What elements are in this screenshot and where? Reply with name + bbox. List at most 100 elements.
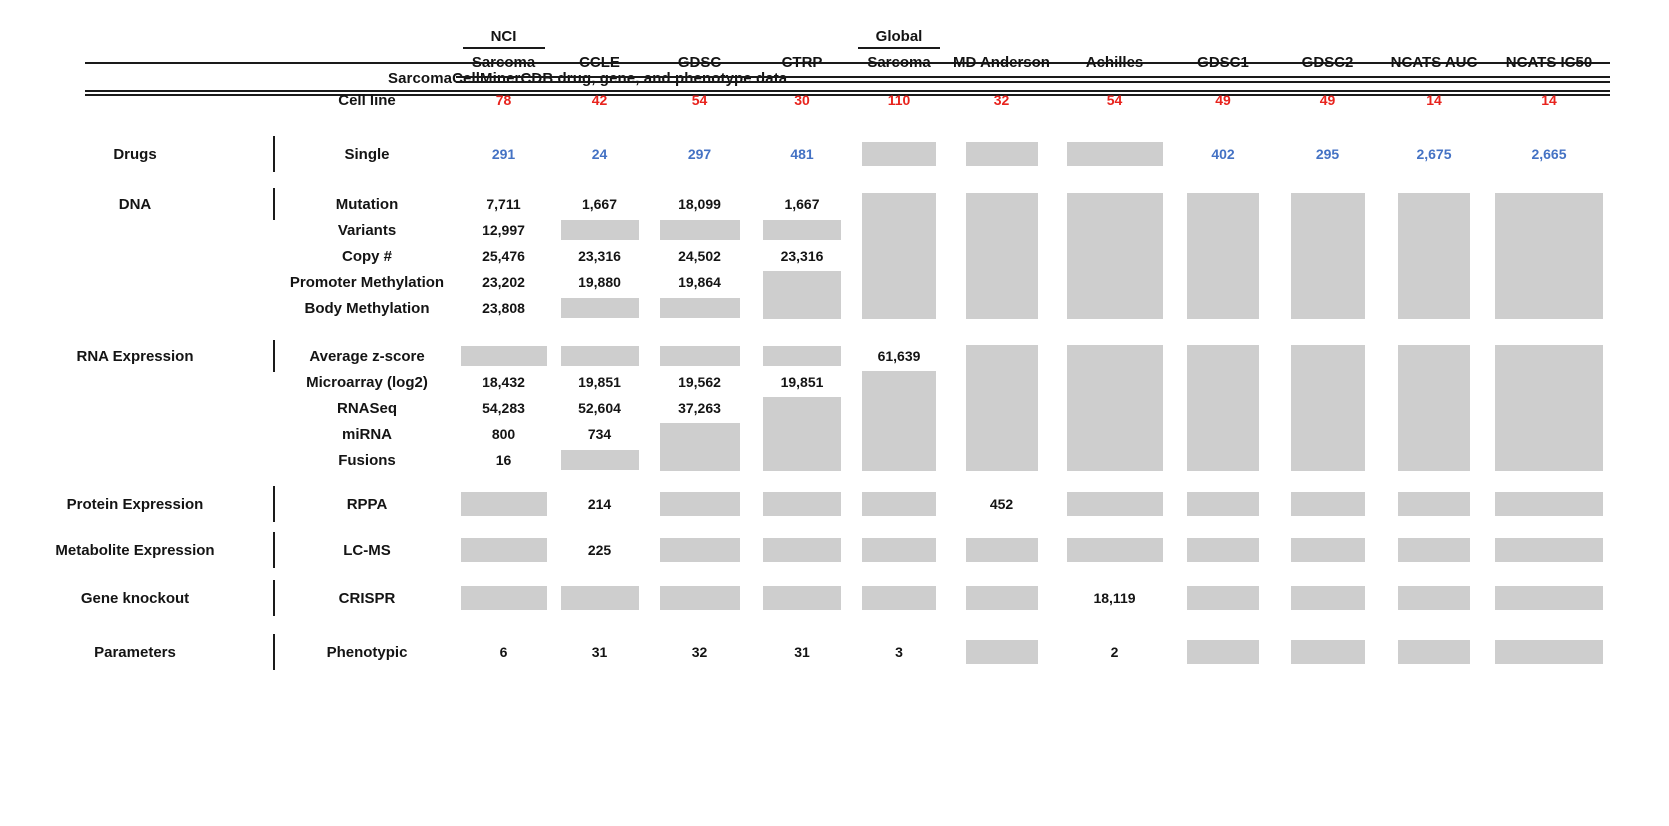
gray-block bbox=[1066, 193, 1163, 319]
gray-block bbox=[763, 271, 841, 319]
value-cell: 49 bbox=[1215, 92, 1231, 108]
gray-block bbox=[1495, 492, 1603, 516]
gray-block-cell bbox=[1171, 343, 1275, 473]
gray-block-cell bbox=[751, 489, 853, 519]
gray-block-cell bbox=[1058, 139, 1171, 169]
value-cell: 54 bbox=[691, 92, 708, 108]
gray-block bbox=[1290, 640, 1365, 664]
gray-block-cell bbox=[1058, 343, 1171, 473]
title-rule-top bbox=[85, 62, 1610, 64]
value-cell: 402 bbox=[1211, 146, 1235, 162]
value-cell: 225 bbox=[587, 542, 612, 558]
category-divider-bar bbox=[273, 340, 275, 372]
category-label: RNA Expression bbox=[76, 347, 194, 365]
gray-block-cell bbox=[1058, 191, 1171, 321]
gray-block-cell bbox=[648, 295, 751, 321]
gray-block-cell bbox=[1058, 489, 1171, 519]
gray-block-cell bbox=[1171, 637, 1275, 667]
gray-block bbox=[763, 220, 841, 240]
figure: SarcomaCellMinerCDB drug, gene, and phen… bbox=[0, 26, 1669, 826]
gray-block bbox=[1290, 193, 1365, 319]
gray-block bbox=[460, 346, 547, 366]
row-label: miRNA bbox=[341, 425, 392, 443]
gray-block bbox=[1187, 193, 1259, 319]
category-label: Protein Expression bbox=[66, 495, 204, 513]
gray-block-cell bbox=[1380, 535, 1488, 565]
gray-block-cell bbox=[648, 421, 751, 473]
category-label: Drugs bbox=[113, 145, 157, 163]
row-label: Fusions bbox=[338, 451, 396, 469]
value-cell: 23,316 bbox=[780, 248, 824, 264]
gray-block-cell bbox=[1488, 637, 1610, 667]
gray-block-cell bbox=[1488, 191, 1610, 321]
gray-block bbox=[560, 220, 639, 240]
value-cell: 24,502 bbox=[678, 248, 721, 264]
column-header-row: NCI Sarcoma CCLE GDSC CTRP Global Sarcoma MD An… bbox=[0, 26, 1669, 83]
value-cell: 3 bbox=[895, 644, 903, 660]
gray-block bbox=[1187, 492, 1259, 516]
gray-block-cell bbox=[1380, 637, 1488, 667]
gray-block-cell bbox=[853, 535, 945, 565]
gray-block-cell bbox=[1488, 535, 1610, 565]
value-cell: 18,119 bbox=[1093, 590, 1136, 606]
value-cell: 452 bbox=[989, 496, 1014, 512]
value-cell: 37,263 bbox=[678, 400, 721, 416]
gray-block-cell bbox=[751, 395, 853, 473]
gray-block bbox=[1290, 492, 1365, 516]
row-label: Single bbox=[344, 145, 390, 163]
value-cell: 23,808 bbox=[482, 300, 525, 316]
category-label: Gene knockout bbox=[80, 589, 190, 607]
gray-block bbox=[1398, 193, 1470, 319]
gray-block bbox=[862, 586, 936, 610]
gray-block bbox=[659, 538, 740, 562]
value-cell: 14 bbox=[1541, 92, 1557, 108]
gray-block-cell bbox=[456, 535, 551, 565]
row-label: Copy # bbox=[341, 247, 392, 265]
gray-block-cell bbox=[1380, 191, 1488, 321]
gray-block bbox=[1495, 193, 1603, 319]
row-label: CRISPR bbox=[338, 589, 396, 607]
gray-block bbox=[1187, 345, 1259, 471]
value-cell: 14 bbox=[1426, 92, 1442, 108]
gray-block-cell bbox=[1275, 343, 1380, 473]
row-label: Microarray (log2) bbox=[306, 373, 428, 391]
value-cell: 31 bbox=[794, 644, 810, 660]
gray-block bbox=[1495, 586, 1603, 610]
gray-block bbox=[763, 586, 841, 610]
row-label: Body Methylation bbox=[304, 299, 430, 317]
row-label: Cell line bbox=[338, 91, 396, 109]
column-header-label: Achilles bbox=[1085, 53, 1144, 71]
title-rule-bottom-2 bbox=[85, 94, 1610, 96]
category-label: DNA bbox=[118, 195, 152, 213]
gray-block bbox=[965, 142, 1038, 166]
value-cell: 32 bbox=[691, 644, 708, 660]
gray-block-cell bbox=[751, 217, 853, 243]
gray-block bbox=[560, 298, 639, 318]
gray-block-cell bbox=[1275, 637, 1380, 667]
column-header-label: Sarcoma bbox=[471, 53, 536, 71]
value-cell: 30 bbox=[794, 92, 810, 108]
gray-block-cell bbox=[945, 637, 1058, 667]
value-cell: 49 bbox=[1319, 92, 1336, 108]
value-cell: 214 bbox=[587, 496, 612, 512]
column-header-top bbox=[1488, 26, 1610, 50]
gray-block bbox=[1290, 586, 1365, 610]
gray-block-cell bbox=[751, 343, 853, 369]
value-cell: 19,562 bbox=[678, 374, 721, 390]
column-header-top bbox=[648, 26, 751, 50]
row-label: Variants bbox=[337, 221, 397, 239]
value-cell: 291 bbox=[491, 146, 516, 162]
column-header-top: NCI bbox=[456, 26, 551, 50]
gray-block-cell bbox=[853, 583, 945, 613]
section-dna: DNA Mutation 7,711 1,667 18,099 1,667 Variants… bbox=[0, 188, 1669, 321]
gray-block bbox=[763, 346, 841, 366]
gray-block-cell bbox=[751, 535, 853, 565]
gray-block bbox=[659, 220, 740, 240]
row-label: Promoter Methylation bbox=[289, 273, 445, 291]
value-cell: 54,283 bbox=[482, 400, 525, 416]
cell-line-row: Cell line 78 42 54 30 110 32 54 49 49 14 14 bbox=[0, 87, 1669, 113]
column-header-label: GDSC1 bbox=[1197, 53, 1249, 71]
value-cell: 42 bbox=[591, 92, 608, 108]
gray-block-cell bbox=[1275, 191, 1380, 321]
column-header-label: CTRP bbox=[781, 53, 823, 71]
